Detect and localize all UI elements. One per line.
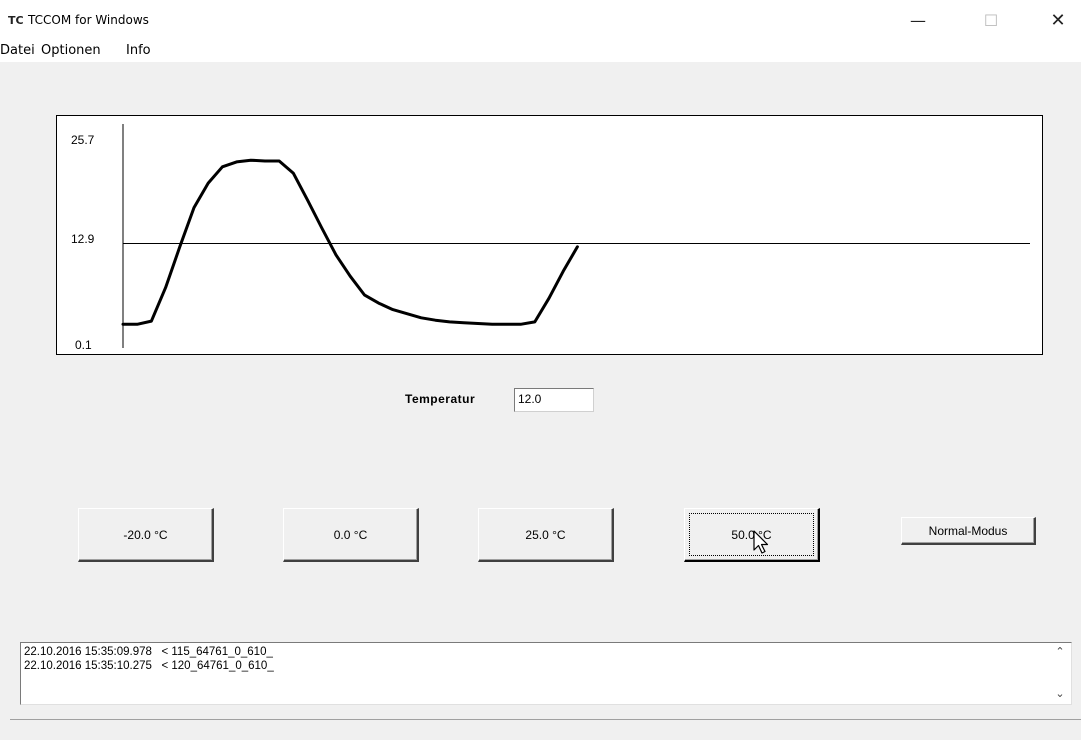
y-tick-mid: 12.9 [71,232,95,246]
y-tick-min: 0.1 [75,338,92,352]
temperature-field[interactable]: 12.0 [514,388,594,412]
scroll-up-icon[interactable]: ⌃ [1055,645,1065,658]
mouse-cursor-icon [753,530,769,554]
status-divider [10,719,1081,720]
menu-info[interactable]: Info [126,43,151,58]
maximize-icon: ☐ [983,10,999,30]
set-25-button[interactable]: 25.0 °C [478,508,614,562]
minimize-button[interactable]: — [895,0,941,40]
close-button[interactable]: ✕ [1035,0,1081,40]
menu-datei[interactable]: Datei [0,43,35,58]
set-0-label: 0.0 °C [333,527,368,542]
scroll-down-icon[interactable]: ⌄ [1055,687,1065,700]
set-minus20-label: -20.0 °C [123,527,168,542]
log-textarea[interactable]: 22.10.2016 15:35:09.978 < 115_64761_0_61… [20,642,1072,705]
temperature-chart: 25.7 12.9 0.1 [56,115,1043,355]
set-0-button[interactable]: 0.0 °C [283,508,419,562]
app-icon: TC [8,14,24,27]
focus-rectangle [689,513,814,556]
temperature-series-line [121,158,579,326]
set-50-button[interactable]: 50.0 °C [684,508,820,562]
minimize-icon: — [910,10,926,30]
menu-optionen[interactable]: Optionen [41,43,101,58]
title-bar: TC TCCOM for Windows — ☐ ✕ [0,0,1081,40]
window-title: TCCOM for Windows [28,13,149,27]
maximize-button[interactable]: ☐ [968,0,1014,40]
temperature-label: Temperatur [405,392,476,406]
set-minus20-button[interactable]: -20.0 °C [78,508,214,562]
normal-mode-button[interactable]: Normal-Modus [901,517,1036,545]
normal-mode-label: Normal-Modus [928,523,1008,538]
log-line: 22.10.2016 15:35:09.978 < 115_64761_0_61… [24,646,273,658]
chart-svg [121,124,1030,348]
set-25-label: 25.0 °C [525,527,566,542]
close-icon: ✕ [1050,9,1066,31]
menu-bar: Datei Optionen Info [0,40,1081,62]
log-line: 22.10.2016 15:35:10.275 < 120_64761_0_61… [24,660,274,672]
y-tick-max: 25.7 [71,133,95,147]
